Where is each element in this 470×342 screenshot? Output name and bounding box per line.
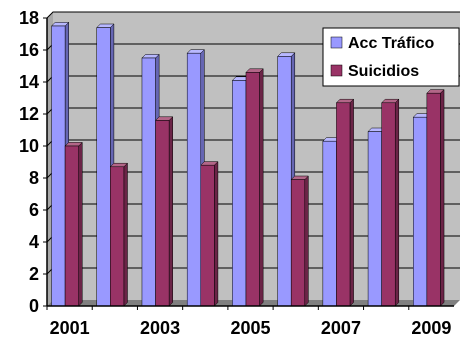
y-tick-label: 2 [29, 264, 39, 284]
bar-side [259, 68, 264, 307]
bar [413, 116, 428, 307]
bar-side [349, 98, 354, 307]
bar [322, 140, 337, 307]
y-tick-label: 18 [19, 8, 39, 28]
bar-side [394, 98, 400, 307]
bar [51, 25, 66, 307]
bar [232, 80, 247, 307]
bar [290, 179, 306, 307]
axes: 0 2 4 6 8 10 12 14 16 18 2001 2003 2005 2007 2009 [19, 8, 454, 338]
bar [110, 166, 125, 307]
x-tick-label: 2009 [411, 318, 451, 338]
y-tick-label: 4 [29, 232, 39, 252]
bar-side [168, 116, 173, 307]
x-tick-label: 2005 [230, 318, 270, 338]
bar [245, 72, 260, 307]
bar [96, 27, 111, 307]
legend-label-suicidios: Suicidios [348, 63, 419, 80]
y-tick-label: 16 [19, 40, 39, 60]
bar [381, 102, 396, 307]
bar [277, 56, 292, 307]
bar [186, 52, 202, 307]
legend-swatch-acc-trafico [330, 36, 343, 49]
legend: Acc Tráfico Suicidios [322, 27, 460, 87]
bar-side [440, 88, 445, 307]
bar [426, 92, 441, 307]
y-tick-label: 8 [29, 168, 39, 188]
bar [155, 120, 170, 307]
gridline [46, 11, 460, 19]
y-tick-label: 0 [29, 296, 39, 316]
y-tick-label: 12 [19, 104, 39, 124]
bars [50, 21, 445, 307]
bar-side [123, 162, 128, 307]
legend-swatch-suicidios [330, 64, 343, 77]
x-tick-label: 2007 [321, 318, 361, 338]
bar [64, 145, 79, 307]
bar [336, 102, 351, 307]
bar-side [304, 175, 309, 307]
bar-side [214, 160, 219, 307]
x-tick-label: 2001 [50, 318, 90, 338]
bar [141, 57, 156, 307]
bar [367, 131, 382, 307]
bar [200, 164, 215, 307]
legend-box [322, 27, 460, 87]
legend-label-acc-trafico: Acc Tráfico [348, 35, 434, 52]
y-tick-label: 10 [19, 136, 39, 156]
y-tick-label: 6 [29, 200, 39, 220]
y-tick-label: 14 [19, 72, 39, 92]
bar-side [78, 141, 83, 307]
x-tick-label: 2003 [140, 318, 180, 338]
